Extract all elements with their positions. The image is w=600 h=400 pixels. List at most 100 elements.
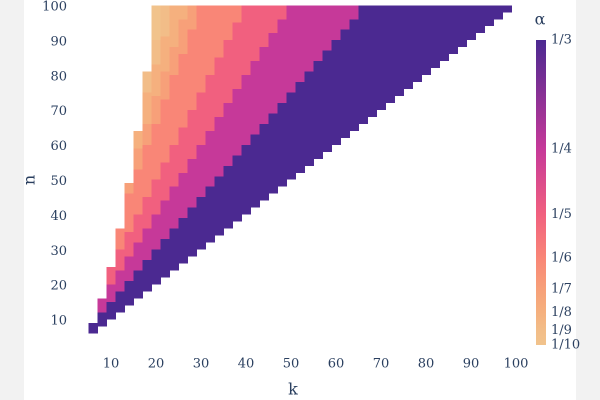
colorbar-tick-label: 1/3 bbox=[551, 33, 572, 48]
heatmap-cell bbox=[313, 61, 323, 159]
heatmap-cell bbox=[124, 256, 134, 281]
heatmap-cell bbox=[133, 130, 143, 149]
colorbar-tick-label: 1/4 bbox=[551, 141, 572, 156]
heatmap-cell bbox=[169, 186, 179, 229]
heatmap-cell bbox=[403, 5, 413, 90]
heatmap-cell bbox=[178, 127, 188, 173]
heatmap-cell bbox=[142, 144, 152, 198]
heatmap-cell bbox=[223, 40, 233, 103]
heatmap bbox=[88, 5, 512, 334]
heatmap-cell bbox=[160, 71, 170, 100]
heatmap-cell bbox=[367, 5, 377, 117]
heatmap-cell bbox=[214, 176, 224, 236]
heatmap-cell bbox=[196, 5, 206, 93]
heatmap-cell bbox=[133, 169, 143, 215]
heatmap-cell bbox=[340, 29, 350, 138]
heatmap-cell bbox=[151, 96, 161, 124]
heatmap-cell bbox=[385, 5, 395, 103]
heatmap-cell bbox=[421, 5, 431, 76]
heatmap-cell bbox=[466, 5, 476, 41]
heatmap-cell bbox=[142, 259, 152, 292]
heatmap-cell bbox=[151, 214, 161, 250]
y-tick-label: 80 bbox=[50, 69, 67, 84]
heatmap-cell bbox=[169, 47, 179, 76]
heatmap-cell bbox=[160, 99, 170, 163]
heatmap-cell bbox=[142, 228, 152, 260]
heatmap-cell bbox=[142, 123, 152, 145]
heatmap-cell bbox=[160, 200, 170, 240]
heatmap-cell bbox=[277, 5, 287, 20]
heatmap-cell bbox=[340, 5, 350, 30]
heatmap-cell bbox=[259, 123, 269, 201]
heatmap-cell bbox=[187, 207, 197, 257]
heatmap-cell bbox=[223, 102, 233, 166]
heatmap-cell bbox=[124, 232, 134, 257]
heatmap-cell bbox=[457, 5, 467, 48]
heatmap-cell bbox=[160, 36, 170, 72]
x-tick-label: 70 bbox=[373, 357, 390, 372]
heatmap-cell bbox=[160, 5, 170, 37]
heatmap-cell bbox=[151, 64, 161, 97]
x-tick-label: 20 bbox=[148, 357, 165, 372]
y-tick-label: 100 bbox=[42, 0, 67, 15]
heatmap-cell bbox=[232, 89, 242, 156]
heatmap-cell bbox=[313, 5, 323, 62]
heatmap-cell bbox=[439, 5, 449, 62]
heatmap-cell bbox=[331, 5, 341, 41]
colorbar-tick-label: 1/8 bbox=[551, 305, 572, 320]
heatmap-cell bbox=[178, 172, 188, 219]
x-tick-label: 40 bbox=[238, 357, 255, 372]
heatmap-cell bbox=[286, 92, 296, 180]
heatmap-cell bbox=[151, 179, 161, 215]
x-tick-label: 30 bbox=[193, 357, 210, 372]
heatmap-cell bbox=[124, 280, 134, 306]
heatmap-cell bbox=[196, 144, 206, 198]
heatmap-cell bbox=[430, 5, 440, 69]
heatmap-cell bbox=[205, 186, 215, 243]
heatmap-cell bbox=[115, 228, 125, 250]
heatmap-cell bbox=[115, 291, 125, 313]
heatmap-cell bbox=[124, 193, 134, 233]
colorbar-tick-label: 1/6 bbox=[551, 250, 572, 265]
heatmap-cell bbox=[169, 75, 179, 145]
side-band bbox=[0, 0, 24, 400]
heatmap-cell bbox=[295, 5, 305, 83]
heatmap-cell bbox=[286, 5, 296, 93]
colorbar-tick-label: 1/5 bbox=[551, 207, 572, 222]
heatmap-cell bbox=[475, 5, 485, 34]
heatmap-cell bbox=[448, 5, 458, 55]
colorbar-tick-label: 1/7 bbox=[551, 281, 572, 296]
heatmap-cell bbox=[268, 5, 278, 34]
x-tick-label: 100 bbox=[504, 357, 529, 372]
heatmap-cell bbox=[124, 183, 134, 194]
heatmap-cell bbox=[268, 113, 278, 194]
heatmap-cell bbox=[502, 5, 512, 13]
heatmap-cell bbox=[277, 19, 287, 103]
heatmap-cell bbox=[160, 162, 170, 201]
heatmap-cell bbox=[205, 130, 215, 187]
heatmap-cell bbox=[106, 284, 116, 302]
heatmap-cell bbox=[223, 5, 233, 41]
heatmap-cell bbox=[178, 218, 188, 264]
heatmap-cell bbox=[187, 158, 197, 208]
heatmap-cell bbox=[250, 5, 260, 62]
heatmap-cell bbox=[169, 144, 179, 187]
heatmap-cell bbox=[178, 54, 188, 128]
heatmap-cell bbox=[187, 109, 197, 159]
heatmap-cell bbox=[205, 75, 215, 131]
x-tick-label: 90 bbox=[463, 357, 480, 372]
heatmap-cell bbox=[151, 123, 161, 180]
y-tick-label: 30 bbox=[50, 244, 67, 259]
heatmap-cell bbox=[259, 5, 269, 48]
y-tick-label: 70 bbox=[50, 104, 67, 119]
heatmap-cell bbox=[322, 5, 332, 51]
heatmap-cell bbox=[115, 270, 125, 292]
heatmap-cell bbox=[241, 5, 251, 76]
heatmap-cell bbox=[223, 165, 233, 229]
heatmap-cell bbox=[214, 57, 224, 117]
heatmap-cell bbox=[196, 92, 206, 145]
heatmap-cell bbox=[178, 5, 188, 20]
heatmap-cell bbox=[151, 5, 161, 41]
